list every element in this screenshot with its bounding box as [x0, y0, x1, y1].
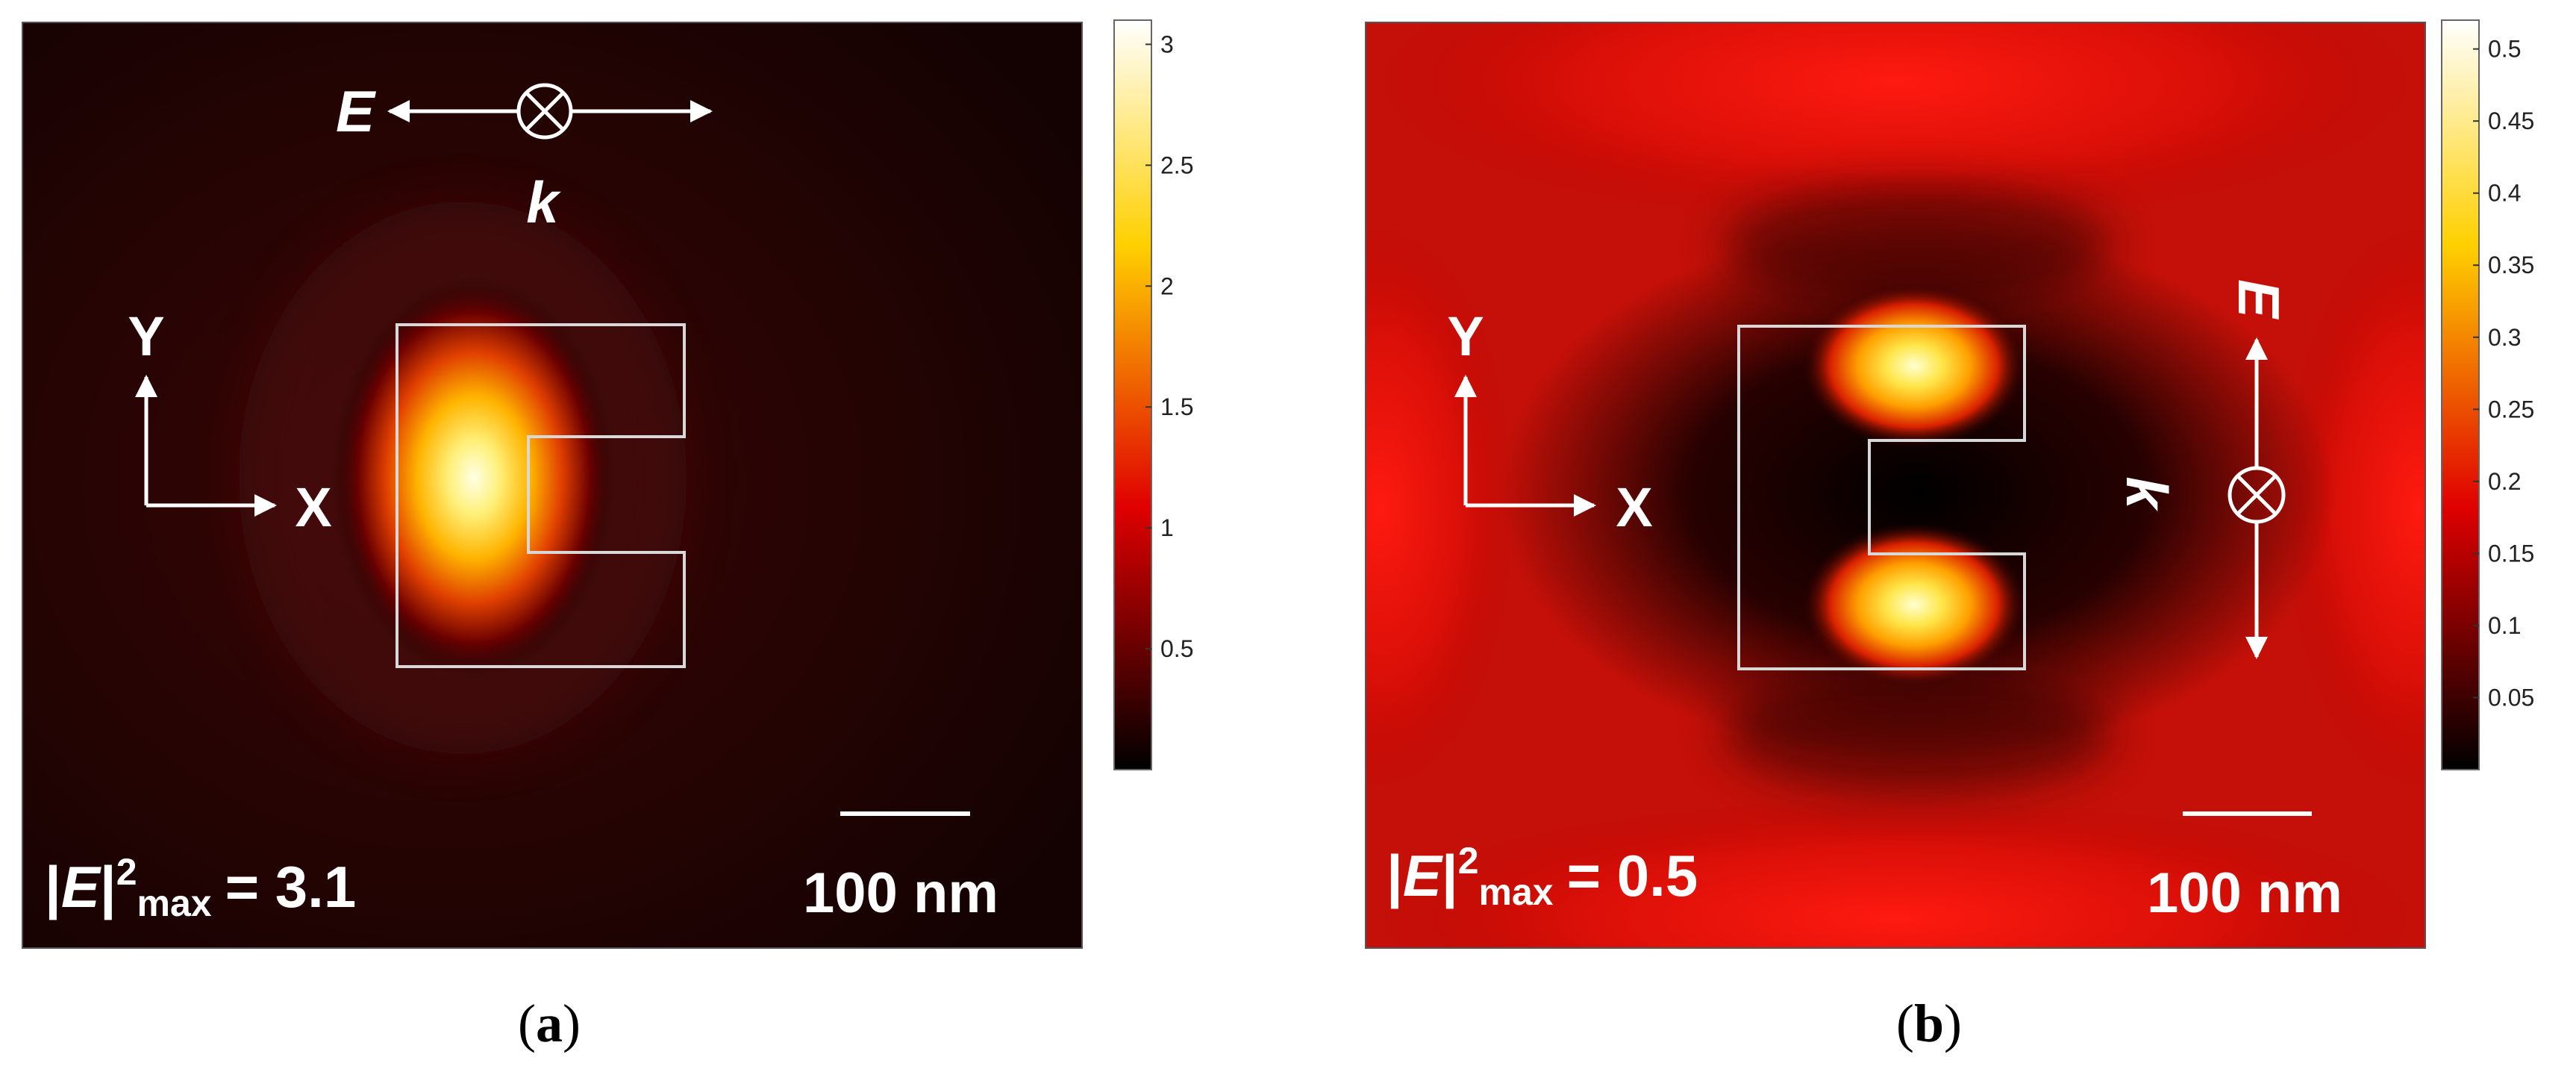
- colorbar-a-gradient: [1113, 19, 1152, 770]
- e-field-label-a: E: [336, 78, 376, 144]
- structure-outline-b: [1737, 325, 2026, 670]
- heatmap-a-hotspot: [332, 276, 616, 679]
- scale-bar-label-a: 100 nm: [803, 861, 998, 925]
- k-into-page-icon-b: [2228, 466, 2286, 524]
- colorbar-b-tick-label: 0.25: [2488, 396, 2534, 423]
- colorbar-b: 0.05 0.1 0.15 0.2 0.25 0.3 0.35 0.4 0.45 0.5: [2441, 19, 2534, 770]
- polarization-indicator-b: E k: [2114, 279, 2292, 659]
- field-max-value-b: = 0.5: [1567, 843, 1698, 908]
- field-subscript-a: max: [137, 882, 212, 924]
- heatmap-b-hotspot-lower: [1802, 523, 2026, 687]
- colorbar-b-tick-label: 0.4: [2488, 180, 2521, 207]
- heatmap-b-hotspot-upper: [1802, 284, 2026, 448]
- x-axis-label-a: X: [295, 476, 331, 538]
- scale-bar-label-b: 100 nm: [2147, 861, 2342, 925]
- colorbar-a-tick-label: 2.5: [1160, 152, 1193, 178]
- field-max-annotation-b: |E|2max = 0.5: [1387, 840, 1698, 913]
- k-vector-label-b: k: [2114, 476, 2180, 511]
- field-symbol-a: E: [61, 854, 101, 920]
- colorbar-b-tick-label: 0.35: [2488, 252, 2534, 278]
- polarization-indicator-a: E k: [336, 78, 713, 235]
- heatmap-b-lobe-left: [1366, 224, 1515, 791]
- colorbar-a-tick-label: 0.5: [1160, 635, 1193, 662]
- heatmap-b-lobe-top: [1373, 22, 2418, 224]
- panel-label-b: (b): [1896, 994, 1962, 1053]
- colorbar-b-tick-label: 0.45: [2488, 107, 2534, 134]
- axes-indicator-a: Y X: [128, 305, 331, 538]
- k-vector-label-a: k: [526, 169, 561, 235]
- heatmap-b-lobe-bottom: [1373, 799, 2418, 948]
- field-symbol-b: E: [1403, 843, 1443, 908]
- field-subscript-b: max: [1479, 871, 1554, 913]
- panel-b: Y X E k |E|2max = 0.5 100 nm 0.050.10.150…: [1365, 19, 2534, 1053]
- panel-a: Y X E k |E|2max = 3.1 100 nm 0.511.522.53…: [22, 19, 1193, 1053]
- colorbar-a: 0.5 1 1.5 2 2.5 3: [1113, 19, 1193, 770]
- colorbar-a-tick-label: 3: [1160, 31, 1174, 57]
- y-axis-label-a: Y: [128, 305, 164, 367]
- panel-label-a: (a): [518, 994, 581, 1053]
- heatmap-b-lobe-right: [2283, 224, 2425, 791]
- colorbar-a-tick-label: 1.5: [1160, 393, 1193, 420]
- colorbar-b-gradient: [2441, 19, 2480, 770]
- structure-outline-a: [396, 323, 686, 668]
- colorbar-b-tick-label: 0.05: [2488, 684, 2534, 711]
- x-axis-label-b: X: [1616, 476, 1652, 538]
- heatmap-a-frame: [22, 22, 1083, 949]
- field-max-value-a: = 3.1: [225, 854, 357, 920]
- heatmap-b: [1366, 22, 2425, 948]
- k-into-page-icon-a: [516, 83, 573, 140]
- colorbar-b-tick-label: 0.15: [2488, 540, 2534, 567]
- field-max-annotation-a: |E|2max = 3.1: [45, 851, 356, 924]
- e-field-label-b: E: [2226, 279, 2292, 320]
- colorbar-b-tick-label: 0.3: [2488, 324, 2521, 351]
- colorbar-a-tick-label: 1: [1160, 514, 1174, 541]
- field-exponent-a: 2: [116, 851, 137, 893]
- y-axis-label-b: Y: [1447, 305, 1484, 367]
- colorbar-a-tick-label: 2: [1160, 272, 1174, 299]
- colorbar-b-tick-label: 0.1: [2488, 612, 2521, 639]
- colorbar-b-tick-label: 0.2: [2488, 468, 2521, 495]
- colorbar-b-tick-label: 0.5: [2488, 36, 2521, 63]
- heatmap-b-frame: [1365, 22, 2426, 949]
- heatmap-b-dark-region: [1500, 224, 2336, 761]
- heatmap-a: [22, 22, 1082, 948]
- axes-indicator-b: Y X: [1447, 305, 1652, 538]
- field-exponent-b: 2: [1458, 840, 1479, 882]
